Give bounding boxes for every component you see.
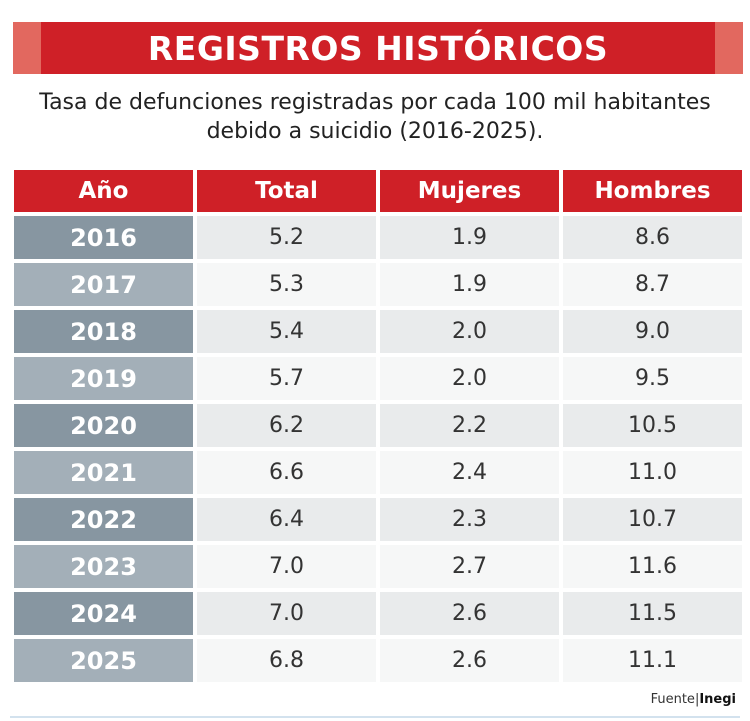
table-cell-total: 5.4	[197, 310, 376, 353]
table-cell-men: 11.5	[563, 592, 742, 635]
table-cell-year: 2018	[14, 310, 193, 353]
subtitle-line-1: Tasa de defunciones registradas por cada…	[39, 90, 711, 115]
table-cell-men: 10.7	[563, 498, 742, 541]
table-cell-men: 9.0	[563, 310, 742, 353]
data-table: Año Total Mujeres Hombres 2016 5.2 1.9 8.6 2…	[10, 166, 746, 686]
table-body: 2016 5.2 1.9 8.6 2017 5.3 1.9 8.7 2018 5.4 2.0 9.0 2…	[14, 216, 742, 682]
table-row: 2019 5.7 2.0 9.5	[14, 357, 742, 400]
table-cell-total: 6.4	[197, 498, 376, 541]
column-header-year: Año	[14, 170, 193, 212]
subtitle-line-2: debido a suicidio (2016-2025).	[206, 119, 544, 144]
table-cell-total: 7.0	[197, 592, 376, 635]
table-cell-men: 11.0	[563, 451, 742, 494]
banner-right-cap	[715, 22, 743, 74]
table-cell-men: 8.7	[563, 263, 742, 306]
source-credit: Fuente|Inegi	[650, 692, 736, 707]
table-cell-year: 2024	[14, 592, 193, 635]
table-cell-year: 2023	[14, 545, 193, 588]
table-cell-year: 2017	[14, 263, 193, 306]
source-name: Inegi	[699, 692, 736, 707]
table-cell-total: 7.0	[197, 545, 376, 588]
column-header-men: Hombres	[563, 170, 742, 212]
table-row: 2025 6.8 2.6 11.1	[14, 639, 742, 682]
table-cell-year: 2021	[14, 451, 193, 494]
table-cell-total: 5.7	[197, 357, 376, 400]
table-cell-men: 11.6	[563, 545, 742, 588]
column-header-total: Total	[197, 170, 376, 212]
table-cell-year: 2025	[14, 639, 193, 682]
table-cell-year: 2020	[14, 404, 193, 447]
table-cell-women: 2.2	[380, 404, 559, 447]
table-cell-men: 11.1	[563, 639, 742, 682]
table-cell-total: 6.8	[197, 639, 376, 682]
table-cell-women: 2.6	[380, 592, 559, 635]
table-cell-women: 2.3	[380, 498, 559, 541]
table-cell-women: 1.9	[380, 263, 559, 306]
table-row: 2016 5.2 1.9 8.6	[14, 216, 742, 259]
table-cell-total: 5.3	[197, 263, 376, 306]
table-cell-women: 2.0	[380, 357, 559, 400]
table-cell-women: 2.0	[380, 310, 559, 353]
table-cell-year: 2016	[14, 216, 193, 259]
table-row: 2018 5.4 2.0 9.0	[14, 310, 742, 353]
table-cell-total: 6.6	[197, 451, 376, 494]
table-cell-total: 6.2	[197, 404, 376, 447]
column-header-women: Mujeres	[380, 170, 559, 212]
table-cell-men: 9.5	[563, 357, 742, 400]
table-cell-year: 2019	[14, 357, 193, 400]
table-row: 2023 7.0 2.7 11.6	[14, 545, 742, 588]
table-cell-year: 2022	[14, 498, 193, 541]
table-cell-men: 10.5	[563, 404, 742, 447]
table-cell-women: 2.6	[380, 639, 559, 682]
table-cell-women: 1.9	[380, 216, 559, 259]
table-header-row: Año Total Mujeres Hombres	[14, 170, 742, 212]
table-row: 2017 5.3 1.9 8.7	[14, 263, 742, 306]
table-cell-women: 2.7	[380, 545, 559, 588]
table-cell-women: 2.4	[380, 451, 559, 494]
bottom-divider	[10, 716, 740, 718]
table-row: 2024 7.0 2.6 11.5	[14, 592, 742, 635]
page-title: REGISTROS HISTÓRICOS	[147, 28, 609, 68]
table-cell-men: 8.6	[563, 216, 742, 259]
subtitle: Tasa de defunciones registradas por cada…	[0, 88, 750, 146]
title-banner: REGISTROS HISTÓRICOS	[13, 22, 743, 74]
table-cell-total: 5.2	[197, 216, 376, 259]
banner-left-cap	[13, 22, 41, 74]
source-label: Fuente	[650, 692, 695, 707]
table-row: 2022 6.4 2.3 10.7	[14, 498, 742, 541]
table-row: 2021 6.6 2.4 11.0	[14, 451, 742, 494]
table-row: 2020 6.2 2.2 10.5	[14, 404, 742, 447]
